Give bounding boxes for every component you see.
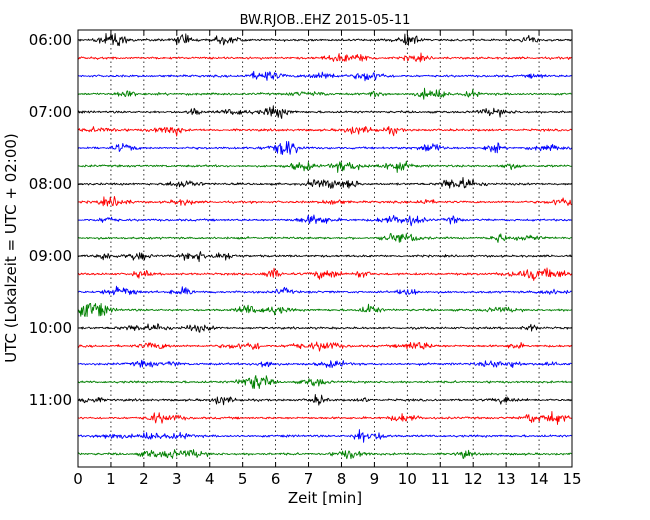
trace-0630 [77, 70, 572, 82]
x-tick-label: 2 [139, 470, 149, 488]
trace-0800 [77, 177, 572, 189]
x-tick-label: 12 [464, 470, 483, 488]
y-tick-label: 10:00 [29, 319, 72, 337]
trace-0645 [77, 87, 572, 100]
trace-0715 [77, 125, 572, 137]
x-tick-label: 8 [337, 470, 347, 488]
x-tick-label: 1 [106, 470, 116, 488]
grid-lines [110, 30, 540, 467]
trace-0700 [77, 105, 572, 119]
x-tick-labels: 0 1 2 3 4 5 6 7 8 9 10 11 12 13 14 15 [73, 470, 581, 488]
trace-0815 [77, 195, 572, 207]
x-tick-label: 5 [238, 470, 248, 488]
trace-0615 [77, 52, 572, 63]
trace-0930 [77, 285, 572, 296]
y-tick-label: 09:00 [29, 247, 72, 265]
trace-1015 [77, 341, 572, 352]
trace-0945 [77, 303, 572, 317]
plot-frame [77, 29, 573, 468]
trace-1000 [77, 323, 572, 333]
trace-0830 [77, 214, 572, 227]
x-tick-label: 3 [172, 470, 182, 488]
plot-area [77, 29, 573, 468]
axis-ticks [77, 30, 573, 467]
x-tick-label: 6 [271, 470, 281, 488]
x-tick-label: 7 [304, 470, 314, 488]
y-axis-label: UTC (Lokalzeit = UTC + 02:00) [2, 133, 20, 363]
trace-0600 [77, 33, 572, 47]
trace-0845 [77, 232, 572, 243]
seismic-traces [77, 33, 572, 460]
trace-1030 [77, 359, 572, 369]
trace-0915 [77, 267, 572, 281]
trace-0900 [77, 251, 572, 263]
y-tick-label: 08:00 [29, 175, 72, 193]
x-tick-label: 11 [431, 470, 450, 488]
trace-1045 [77, 375, 572, 389]
trace-1100 [77, 394, 572, 406]
x-tick-label: 9 [370, 470, 380, 488]
y-tick-label: 07:00 [29, 103, 72, 121]
y-tick-label: 11:00 [29, 391, 72, 409]
x-tick-label: 13 [497, 470, 516, 488]
x-tick-label: 0 [73, 470, 83, 488]
x-tick-label: 10 [398, 470, 417, 488]
x-tick-label: 4 [205, 470, 215, 488]
trace-1145 [77, 449, 572, 460]
trace-0730 [77, 141, 572, 155]
y-tick-label: 06:00 [29, 31, 72, 49]
x-tick-label: 15 [562, 470, 581, 488]
x-tick-label: 14 [530, 470, 549, 488]
plot-background [78, 30, 572, 467]
trace-1130 [77, 429, 572, 443]
trace-0745 [77, 160, 572, 173]
trace-1115 [77, 411, 572, 425]
y-tick-labels: 06:00 07:00 08:00 09:00 10:00 11:00 [29, 31, 72, 409]
chart-title: BW.RJOB..EHZ 2015-05-11 [240, 13, 411, 28]
x-axis-label: Zeit [min] [288, 489, 362, 507]
